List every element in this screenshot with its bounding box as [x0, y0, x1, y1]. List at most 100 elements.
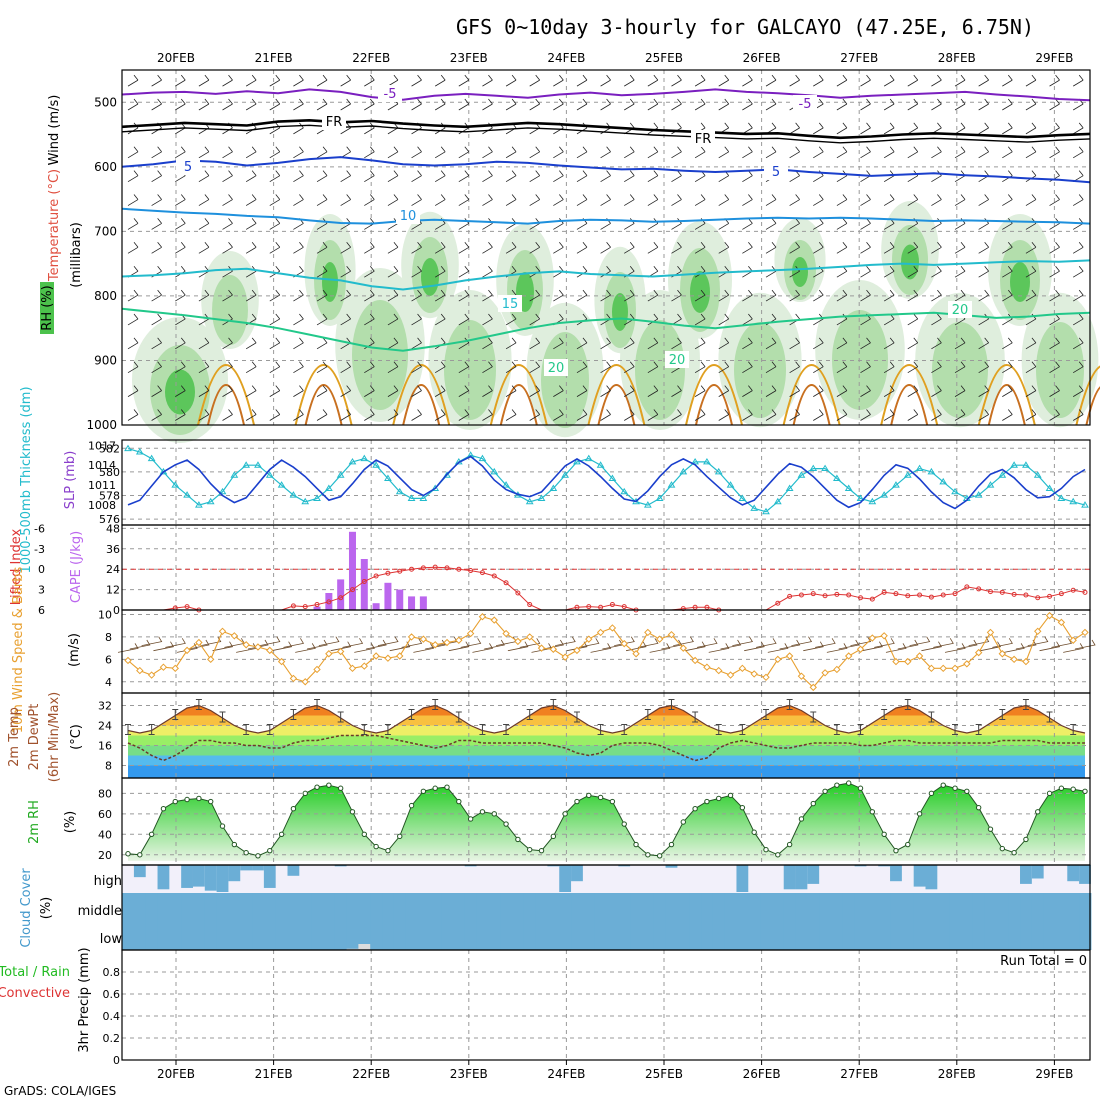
wind-speed-point [892, 657, 900, 666]
upper-wind-barb [954, 409, 966, 421]
li-point [940, 592, 946, 598]
rh-point [467, 816, 474, 822]
upper-wind-barb [434, 74, 446, 87]
wind-speed-point [561, 653, 569, 661]
wind-barb [732, 636, 754, 647]
slp-point [395, 487, 404, 495]
wind-barb [921, 641, 943, 652]
slp-point [643, 501, 652, 508]
contour-label: 15 [502, 297, 519, 312]
upper-wind-barb [600, 74, 611, 87]
contour-label-bg [498, 295, 522, 312]
slp-point [608, 474, 617, 482]
rh-area-mid [352, 300, 408, 410]
wind-speed-point [384, 654, 392, 662]
upper-wind-barb [576, 385, 588, 397]
li-point [373, 573, 379, 579]
upper-wind-barb [175, 74, 186, 87]
wind-barb [685, 641, 706, 652]
upper-wind-barb [482, 98, 493, 111]
upper-wind-barb [529, 385, 541, 397]
upper-wind-barb [1025, 146, 1037, 159]
cloud-high-bar [1031, 865, 1044, 879]
upper-wind-barb [978, 146, 989, 159]
rh-point [538, 847, 545, 854]
upper-wind-barb [647, 385, 659, 397]
cape-y-tick: 36 [106, 543, 120, 556]
cloud-high-bar [334, 865, 347, 867]
upper-wind-barb [245, 409, 257, 421]
wind-speed-point [868, 634, 877, 642]
cloud-middle-bar [878, 893, 891, 950]
wind-barb [885, 643, 907, 653]
wind-speed-point [502, 629, 510, 638]
bl-curve-inner [987, 384, 1026, 426]
upper-wind-barb [387, 385, 399, 397]
cloud-middle-bar [547, 893, 560, 950]
upper-wind-barb [718, 409, 730, 421]
temp-minmax-bar [881, 709, 888, 720]
bl-curve-inner [402, 384, 441, 426]
wind-y-tick: 4 [105, 676, 112, 689]
cloud-middle-bar [169, 893, 182, 950]
upper-wind-barb [600, 385, 611, 397]
wind-barb [980, 641, 1002, 652]
temp-minmax-bar [314, 699, 321, 710]
upper-wind-barb [553, 289, 564, 302]
upper-wind-barb [553, 146, 564, 159]
wind-barb [956, 639, 978, 650]
upper-wind-barb [954, 385, 966, 397]
upper-wind-barb [1049, 146, 1060, 159]
temp-y-tick: 8 [105, 760, 112, 773]
footer-credit: GrADS: COLA/IGES [4, 1084, 116, 1098]
upper-wind-barb [198, 170, 210, 183]
cloud-middle-bar [949, 893, 962, 950]
slp-point [206, 497, 215, 505]
slp-point [478, 454, 487, 462]
slp-point [360, 454, 369, 462]
rh-point [373, 843, 379, 850]
upper-wind-barb [505, 194, 517, 206]
upper-wind-barb [836, 74, 848, 87]
upper-wind-barb [434, 289, 446, 302]
cloud-middle-bar [216, 893, 229, 950]
slp-label: SLP (mb) [63, 451, 78, 510]
rh-legend-swatch [40, 282, 54, 334]
rh-point [550, 833, 557, 840]
wind-speed-point [242, 641, 250, 649]
slp-point [230, 471, 239, 478]
upper-wind-barb [411, 289, 422, 302]
upper-wind-barb [883, 194, 895, 206]
upper-wind-barb [340, 361, 351, 374]
upper-wind-barb [836, 146, 848, 159]
temp-minmax-bar [904, 699, 911, 710]
upper-wind-barb [269, 385, 281, 397]
cloud-middle-bar [1079, 893, 1092, 950]
upper-wind-barb [434, 385, 446, 397]
upper-y-tick: 600 [94, 160, 117, 174]
rh-point [905, 841, 911, 848]
upper-wind-barb [316, 242, 328, 254]
upper-wind-barb [1025, 98, 1037, 111]
slp-point [714, 467, 723, 475]
upper-wind-barb [1025, 385, 1037, 397]
upper-wind-barb [175, 218, 186, 230]
upper-wind-barb [482, 385, 493, 397]
upper-wind-barb [647, 361, 659, 374]
upper-wind-barb [411, 74, 422, 87]
upper-wind-barb [1025, 242, 1037, 254]
li-point [609, 602, 615, 608]
li-point [834, 591, 840, 597]
upper-wind-barb [245, 242, 257, 254]
upper-wind-barb [860, 385, 871, 397]
upper-wind-barb [883, 242, 895, 254]
cloud-middle-bar [393, 893, 407, 950]
upper-wind-barb [269, 194, 281, 206]
upper-wind-barb [647, 242, 659, 254]
upper-wind-barb [1025, 409, 1037, 421]
rh-point [645, 852, 651, 858]
temp-minmax-bar [455, 711, 462, 723]
wind-label-b: (m/s) [67, 633, 82, 667]
li-point [420, 565, 426, 571]
cloud-high-bar [665, 865, 678, 868]
